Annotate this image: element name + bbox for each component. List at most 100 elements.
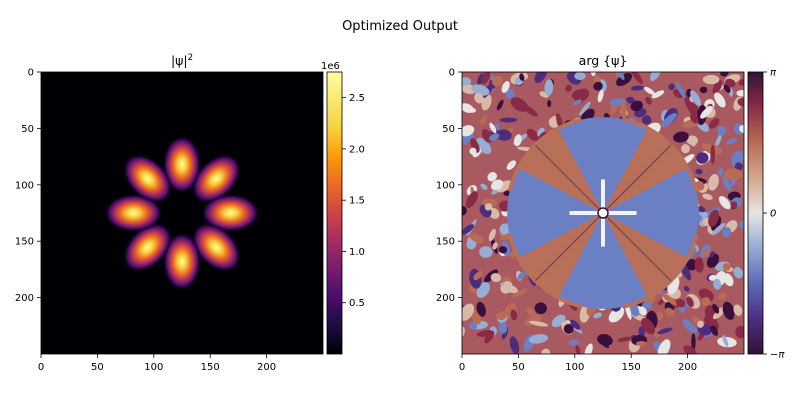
phase-speckle [489,133,500,141]
phase-colorbar [747,71,764,355]
phase-speckle [488,228,496,242]
phase-speckle [697,320,704,328]
phase-speckle [709,118,720,129]
phase-speckle [471,84,490,96]
phase-speckle [626,96,635,104]
y-tick-label: 50 [442,124,455,135]
phase-speckle [509,336,520,354]
phase-speckle [462,224,475,235]
phase-speckle [657,327,673,335]
intensity-heatmap [41,72,323,354]
phase-speckle [739,125,744,133]
x-tick-label: 50 [91,362,104,373]
x-tick-label: 0 [38,362,44,373]
phase-speckle [510,309,518,321]
y-tick-label: 0 [449,68,455,79]
phase-speckle [723,168,743,181]
phase-speckle [517,271,526,280]
phase-speckle [731,150,744,167]
phase-speckle [635,341,647,347]
phase-speckle [498,322,508,334]
phase-speckle [481,72,491,85]
x-tick-label: 150 [201,362,220,373]
phase-speckle [541,348,551,354]
colorbar-tick-label: 0 [770,209,776,220]
colorbar-tick-label: −π [770,350,785,361]
phase-speckle [686,296,694,308]
phase-speckle [462,125,475,137]
phase-speckle [698,288,714,302]
phase-speckle [496,180,512,193]
phase-speckle [511,288,528,298]
x-tick-label: 200 [257,362,276,373]
phase-colorbar-ticks: π 0 −π [763,68,785,361]
phase-speckle [709,251,715,258]
phase-speckle [529,320,549,327]
phase-speckle [579,101,591,116]
phase-speckle [641,115,652,125]
colorbar-tick-label: 2.5 [349,93,365,104]
phase-speckle [712,79,723,95]
phase-speckle [492,242,498,250]
phase-speckle [675,82,686,99]
phase-speckle [688,103,699,116]
phase-speckle [534,302,547,315]
phase-speckle [650,72,662,82]
phase-speckle [713,278,722,290]
phase-boundary [534,212,604,282]
phase-speckle [480,183,488,190]
intensity-lobe [122,222,173,273]
phase-speckle [466,239,477,250]
x-tick-label: 50 [512,362,525,373]
phase-speckle [470,309,481,325]
phase-speckle [712,303,720,314]
phase-speckle [733,304,743,316]
y-tick-label: 100 [436,180,455,191]
phase-speckle [476,301,486,317]
phase-speckle [496,129,512,141]
phase-speckle [710,325,719,336]
phase-speckle [496,99,504,111]
phase-speckle [617,336,632,342]
phase-speckle [695,168,703,175]
colorbar-tick-label: 1.5 [349,196,365,207]
phase-speckle [462,139,468,145]
colorbar-tick-label: 0.5 [349,298,365,309]
phase-speckle [655,311,664,320]
figure-suptitle: Optimized Output [342,19,458,34]
phase-speckle [534,72,547,84]
phase-speckle [474,92,484,104]
phase-speckle [722,227,732,238]
phase-speckle [480,115,488,125]
phase-speckle [702,74,720,85]
phase-speckle [683,345,697,354]
phase-speckle [735,325,744,339]
phase-speckle [734,162,743,171]
intensity-lobe [191,153,242,204]
phase-speckle [683,286,690,292]
phase-speckle [717,126,727,136]
phase-speckle [620,100,627,121]
phase-negative-lobe [509,168,603,258]
x-tick-label: 0 [459,362,465,373]
colorbar-tick-label: 2.0 [349,144,365,155]
phase-speckle [498,246,508,254]
phase-speckle [638,326,645,338]
phase-speckle [722,263,731,271]
phase-speckle [487,172,497,182]
phase-speckle [711,222,726,236]
phase-speckle [657,339,671,354]
phase-speckle [563,324,574,334]
phase-speckle [720,72,729,77]
phase-speckle [597,89,604,103]
phase-speckle [682,318,698,334]
phase-speckle [630,85,644,91]
phase-speckle [673,131,689,143]
phase-speckle [708,209,719,228]
phase-heatmap [462,72,744,354]
phase-speckle [694,257,704,273]
phase-speckle [661,293,678,306]
phase-speckle [712,306,726,320]
phase-speckle [502,284,518,294]
